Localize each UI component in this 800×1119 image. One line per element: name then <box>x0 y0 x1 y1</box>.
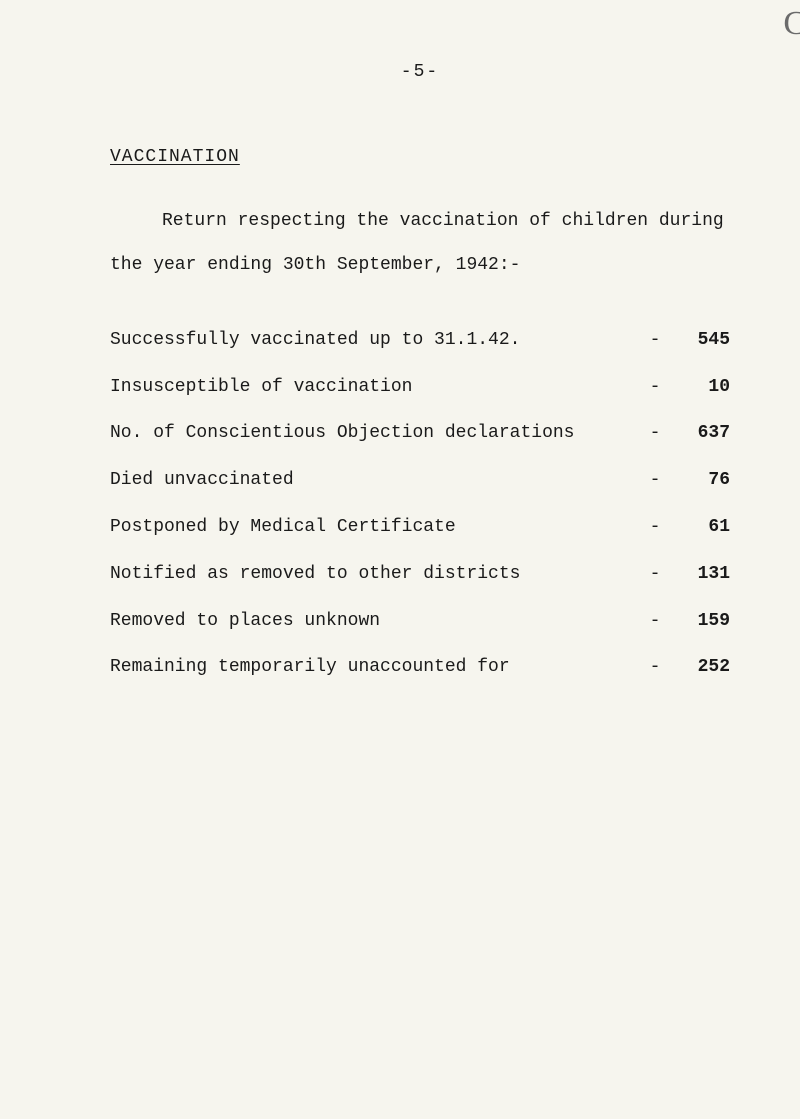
table-row: Postponed by Medical Certificate - 61 <box>110 504 730 551</box>
table-row: Died unvaccinated - 76 <box>110 457 730 504</box>
row-value: 637 <box>680 410 730 457</box>
row-label: Insusceptible of vaccination <box>110 364 412 411</box>
row-value: 159 <box>680 598 730 645</box>
page-number: -5- <box>110 60 730 85</box>
table-row: Successfully vaccinated up to 31.1.42. -… <box>110 317 730 364</box>
row-dash: - <box>630 410 680 457</box>
row-value: 131 <box>680 551 730 598</box>
intro-paragraph: Return respecting the vaccination of chi… <box>110 200 730 286</box>
row-value: 10 <box>680 364 730 411</box>
row-dash: - <box>630 598 680 645</box>
edge-mark: C <box>783 0 800 48</box>
row-label: No. of Conscientious Objection declarati… <box>110 410 574 457</box>
table-row: Insusceptible of vaccination - 10 <box>110 364 730 411</box>
row-value: 61 <box>680 504 730 551</box>
row-label: Successfully vaccinated up to 31.1.42. <box>110 317 520 364</box>
row-value: 545 <box>680 317 730 364</box>
table-row: Remaining temporarily unaccounted for - … <box>110 644 730 691</box>
row-value: 76 <box>680 457 730 504</box>
row-label: Notified as removed to other districts <box>110 551 520 598</box>
table-row: No. of Conscientious Objection declarati… <box>110 410 730 457</box>
row-dash: - <box>630 504 680 551</box>
row-label: Remaining temporarily unaccounted for <box>110 644 510 691</box>
data-rows: Successfully vaccinated up to 31.1.42. -… <box>110 317 730 691</box>
row-value: 252 <box>680 644 730 691</box>
row-dash: - <box>630 551 680 598</box>
row-dash: - <box>630 457 680 504</box>
table-row: Removed to places unknown - 159 <box>110 598 730 645</box>
row-dash: - <box>630 317 680 364</box>
row-label: Postponed by Medical Certificate <box>110 504 456 551</box>
table-row: Notified as removed to other districts -… <box>110 551 730 598</box>
row-dash: - <box>630 644 680 691</box>
row-label: Removed to places unknown <box>110 598 380 645</box>
row-dash: - <box>630 364 680 411</box>
row-label: Died unvaccinated <box>110 457 294 504</box>
section-heading: VACCINATION <box>110 145 730 170</box>
